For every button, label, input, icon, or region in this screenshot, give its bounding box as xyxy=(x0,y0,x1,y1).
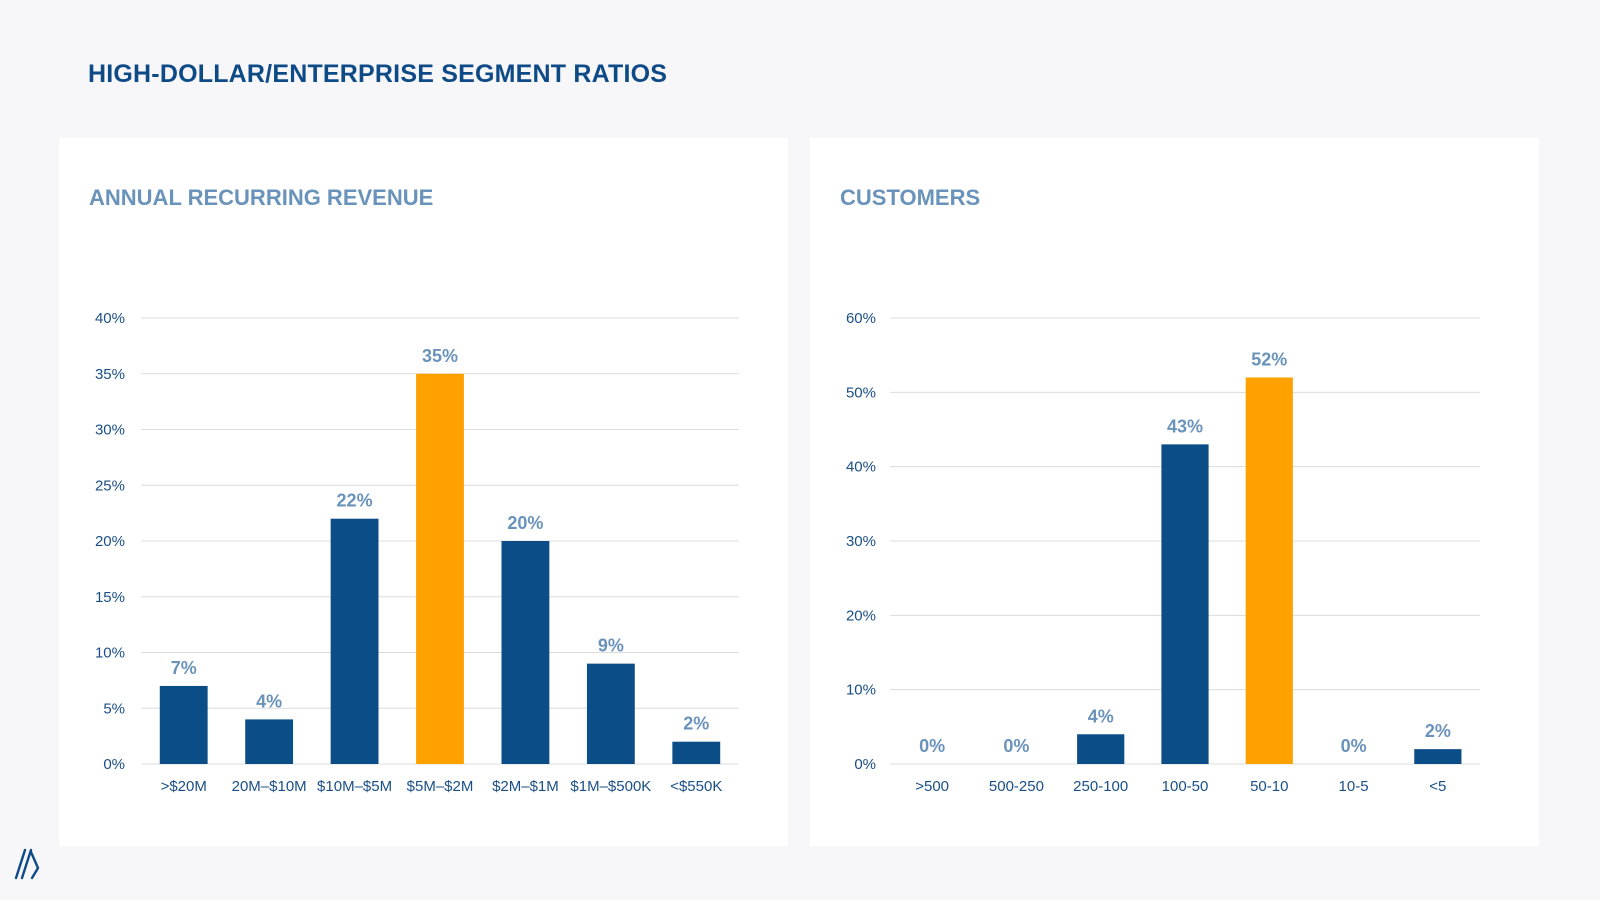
cust-y-tick-label: 50% xyxy=(846,384,876,401)
cust-category-label: 10-5 xyxy=(1339,778,1369,795)
cust-data-label: 4% xyxy=(1088,706,1114,726)
cust-data-label: 52% xyxy=(1251,349,1287,369)
arr-data-label: 35% xyxy=(422,346,458,366)
cust-category-label: 250-100 xyxy=(1073,778,1128,795)
customers-chart-panel: CUSTOMERS 0% 10% 20% 30% 40% 50% 60% 0% >500 0% 50… xyxy=(810,138,1539,846)
cust-bar xyxy=(1245,377,1293,764)
arr-bar xyxy=(159,685,208,764)
customers-chart-title: CUSTOMERS xyxy=(840,185,981,210)
arr-y-tick-label: 20% xyxy=(95,533,125,550)
cust-bar xyxy=(1161,444,1209,764)
cust-y-tick-label: 40% xyxy=(846,459,876,476)
arr-bar xyxy=(330,518,379,764)
cust-y-tick-label: 0% xyxy=(854,756,876,773)
arr-chart-title: ANNUAL RECURRING REVENUE xyxy=(89,185,434,210)
cust-data-label: 0% xyxy=(919,736,945,756)
cust-category-label: <5 xyxy=(1429,778,1446,795)
cust-data-label: 43% xyxy=(1167,416,1203,436)
cust-category-label: 100-50 xyxy=(1162,778,1209,795)
arr-bar xyxy=(586,663,635,764)
cust-category-label: 50-10 xyxy=(1250,778,1288,795)
arr-y-tick-label: 30% xyxy=(95,422,125,439)
arr-y-tick-label: 40% xyxy=(95,310,125,327)
arr-category-label: <$550K xyxy=(670,778,722,795)
arr-bar xyxy=(416,373,464,764)
customers-bar-chart: 0% 10% 20% 30% 40% 50% 60% 0% >500 0% 500-250 4% 250… xyxy=(846,310,1480,795)
arr-category-label: $2M–$1M xyxy=(492,778,559,795)
arr-bar xyxy=(672,741,721,764)
arr-category-label: 20M–$10M xyxy=(232,778,307,795)
arr-category-label: $5M–$2M xyxy=(407,778,474,795)
cust-data-label: 2% xyxy=(1425,721,1451,741)
arr-bar-chart: 0% 5% 10% 15% 20% 25% 30% 35% 40% 7% >$20M 4% 20M–$1… xyxy=(95,310,739,795)
arr-data-label: 9% xyxy=(598,636,624,656)
arr-y-tick-label: 35% xyxy=(95,366,125,383)
arr-y-tick-label: 10% xyxy=(95,645,125,662)
arr-category-label: >$20M xyxy=(161,778,207,795)
arr-y-tick-label: 0% xyxy=(103,756,125,773)
arr-bar xyxy=(501,541,550,764)
brand-logo-icon xyxy=(14,848,40,880)
cust-y-tick-label: 10% xyxy=(846,682,876,699)
cust-bar xyxy=(1077,734,1125,764)
arr-chart-panel: ANNUAL RECURRING REVENUE 0% 5% 10% 15% 20% 25… xyxy=(59,138,788,846)
cust-data-label: 0% xyxy=(1341,736,1367,756)
arr-data-label: 20% xyxy=(507,513,543,533)
arr-bar xyxy=(245,719,294,764)
arr-y-tick-label: 25% xyxy=(95,477,125,494)
arr-data-label: 4% xyxy=(256,691,282,711)
page-title: HIGH-DOLLAR/ENTERPRISE SEGMENT RATIOS xyxy=(88,60,668,88)
arr-category-label: $10M–$5M xyxy=(317,778,392,795)
cust-data-label: 0% xyxy=(1003,736,1029,756)
cust-y-tick-label: 20% xyxy=(846,607,876,624)
cust-y-tick-label: 60% xyxy=(846,310,876,327)
arr-y-tick-label: 15% xyxy=(95,589,125,606)
cust-y-tick-label: 30% xyxy=(846,533,876,550)
cust-category-label: >500 xyxy=(915,778,949,795)
arr-data-label: 2% xyxy=(683,714,709,734)
arr-data-label: 22% xyxy=(337,491,373,511)
cust-category-label: 500-250 xyxy=(989,778,1044,795)
arr-y-tick-label: 5% xyxy=(103,700,125,717)
cust-bar xyxy=(1414,749,1462,764)
arr-data-label: 7% xyxy=(171,658,197,678)
arr-category-label: $1M–$500K xyxy=(570,778,651,795)
